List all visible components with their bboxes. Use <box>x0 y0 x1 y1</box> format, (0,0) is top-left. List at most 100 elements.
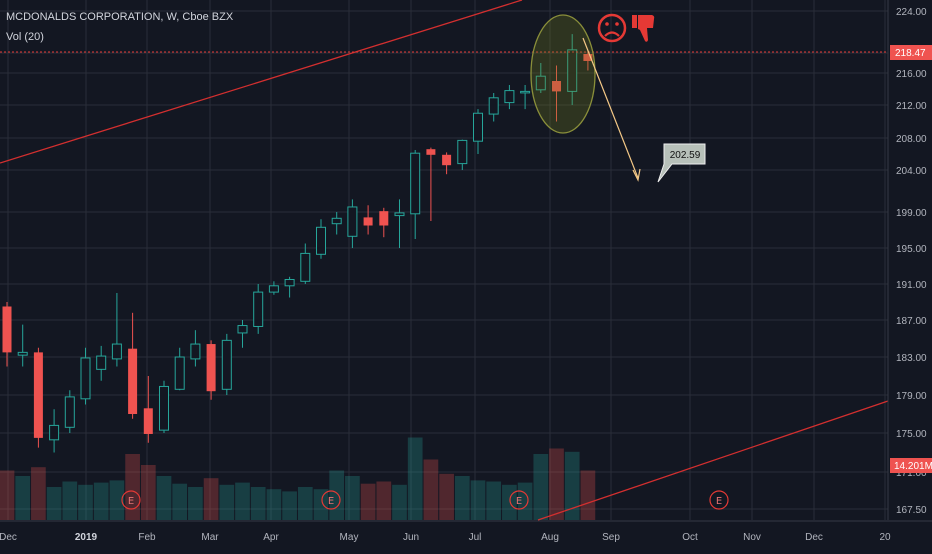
price-tick-label: 179.00 <box>896 391 927 402</box>
price-axis-bg <box>888 0 932 520</box>
earnings-marker-icon <box>509 490 529 510</box>
volume-bar <box>376 481 392 520</box>
candle-body <box>33 352 43 438</box>
time-tick-label: Jun <box>403 532 419 543</box>
earnings-marker-label: E <box>128 496 134 507</box>
volume-bar <box>502 484 517 520</box>
candle-body <box>552 81 561 92</box>
volume-bar <box>188 487 203 520</box>
price-tick-label: 212.00 <box>896 101 927 112</box>
forecast-arrowhead <box>632 168 641 182</box>
volume-bar <box>172 483 188 520</box>
earnings-marker-icon <box>121 490 141 510</box>
candle-body <box>268 285 279 293</box>
volume-bar <box>109 480 125 520</box>
volume-bar <box>407 437 423 520</box>
time-tick-label: Oct <box>682 532 698 543</box>
time-tick-label: Jul <box>469 532 482 543</box>
volume-bar <box>15 476 31 520</box>
volume-indicator-label[interactable]: Vol (20) <box>6 31 44 43</box>
volume-bar <box>78 484 93 520</box>
trendlines <box>0 0 889 521</box>
annotations: 202.59 E E E E <box>0 13 888 510</box>
candle-body <box>284 279 295 287</box>
volume-bar <box>31 467 46 520</box>
grid <box>0 0 888 520</box>
candle-body <box>128 348 138 414</box>
candle-body <box>143 408 153 434</box>
earnings-marker-icon <box>321 490 341 510</box>
price-tick-label: 195.00 <box>896 244 927 255</box>
earnings-marker-label: E <box>716 496 722 507</box>
candle-body <box>331 217 342 225</box>
candle-body <box>535 75 546 91</box>
time-tick-label: May <box>340 532 359 543</box>
volume-bar <box>549 448 564 520</box>
candle-body <box>442 154 452 166</box>
volume-bar <box>486 481 502 520</box>
volume-bar <box>235 482 250 520</box>
price-callout: 202.59 <box>657 143 706 183</box>
highlight-ellipse <box>530 14 596 134</box>
volume-bar <box>470 480 486 520</box>
volume-bar <box>580 470 596 520</box>
volume-bar <box>62 481 78 520</box>
time-tick-label: Sep <box>602 532 620 543</box>
time-tick-label: 20 <box>879 532 891 543</box>
candle-body <box>49 424 60 441</box>
volume-bar <box>360 483 376 520</box>
volume-bar <box>454 476 470 520</box>
time-tick-label: Apr <box>263 532 279 543</box>
time-axis-bg <box>0 521 932 550</box>
volume-bars <box>0 437 596 520</box>
candle-body <box>80 357 91 400</box>
sad-face-icon <box>597 13 627 43</box>
volume-value-badge <box>890 458 932 473</box>
price-tick-label: 183.00 <box>896 353 927 364</box>
volume-bar <box>125 454 140 520</box>
time-tick-label: Mar <box>201 532 219 543</box>
candle-body <box>473 112 483 142</box>
volume-bar <box>313 489 329 520</box>
current-price-badge <box>890 45 932 60</box>
volume-bar <box>46 487 62 520</box>
candle-body <box>237 325 248 334</box>
candle-body <box>206 344 216 392</box>
volume-bar <box>297 487 313 520</box>
candle-body <box>347 206 358 237</box>
forecast-arrow <box>582 37 639 179</box>
earnings-marker-label: E <box>328 496 334 507</box>
candle-body <box>488 97 499 115</box>
candles <box>2 34 593 453</box>
candle-body <box>583 54 593 61</box>
lower-trendline <box>537 400 889 521</box>
candle-body <box>426 149 436 155</box>
volume-bar <box>564 451 580 520</box>
price-tick-label: 171.00 <box>896 468 927 479</box>
candle-body <box>457 139 468 165</box>
volume-bar <box>0 470 15 520</box>
price-tick-label: 187.00 <box>896 316 927 327</box>
candle-body <box>316 226 326 255</box>
upper-trendline <box>0 0 523 164</box>
volume-bar <box>423 459 439 520</box>
time-tick-label: Dec <box>805 532 823 543</box>
candle-body <box>174 356 185 390</box>
candle-body <box>221 339 232 390</box>
volume-bar <box>203 478 219 520</box>
time-axis: Dec 2019 Feb Mar Apr May Jun Jul Aug Sep Oct Nov Dec… <box>0 520 932 550</box>
volume-bar <box>533 454 549 520</box>
candle-body <box>394 212 405 217</box>
price-tick-label: 167.50 <box>896 505 927 516</box>
price-tick-label: 191.00 <box>896 280 927 291</box>
volume-bar <box>345 476 360 520</box>
time-tick-label: Dec <box>0 532 17 543</box>
candle-body <box>379 211 389 226</box>
volume-value-label: 14.201M <box>894 461 932 472</box>
candle-body <box>111 343 122 360</box>
candle-body <box>64 396 75 428</box>
price-tick-label: 175.00 <box>896 429 927 440</box>
volume-bar <box>439 473 454 520</box>
